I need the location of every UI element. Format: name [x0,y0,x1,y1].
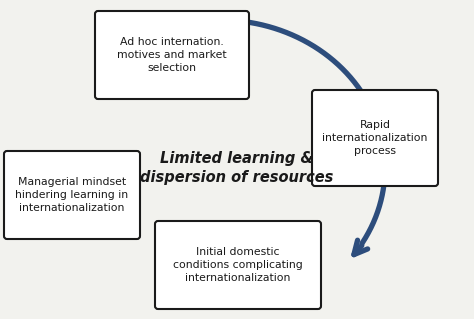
Text: Managerial mindset
hindering learning in
internationalization: Managerial mindset hindering learning in… [16,177,128,213]
Text: Limited learning &
dispersion of resources: Limited learning & dispersion of resourc… [140,151,334,185]
Text: Ad hoc internation.
motives and market
selection: Ad hoc internation. motives and market s… [117,37,227,73]
FancyBboxPatch shape [155,221,321,309]
Text: Rapid
internationalization
process: Rapid internationalization process [322,120,428,156]
FancyBboxPatch shape [4,151,140,239]
FancyBboxPatch shape [95,11,249,99]
FancyBboxPatch shape [312,90,438,186]
Text: Initial domestic
conditions complicating
internationalization: Initial domestic conditions complicating… [173,247,303,283]
